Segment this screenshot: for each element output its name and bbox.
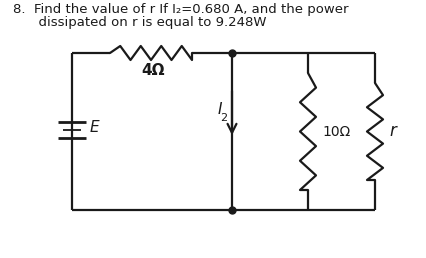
Text: dissipated on r is equal to 9.248W: dissipated on r is equal to 9.248W — [13, 16, 267, 29]
Text: I: I — [218, 101, 222, 117]
Text: 4Ω: 4Ω — [141, 63, 165, 78]
Text: 10Ω: 10Ω — [322, 125, 350, 139]
Text: 2: 2 — [220, 113, 227, 123]
Text: E: E — [90, 120, 100, 135]
Text: 8.  Find the value of r If I₂=0.680 A, and the power: 8. Find the value of r If I₂=0.680 A, an… — [13, 3, 348, 16]
Text: r: r — [389, 123, 396, 141]
